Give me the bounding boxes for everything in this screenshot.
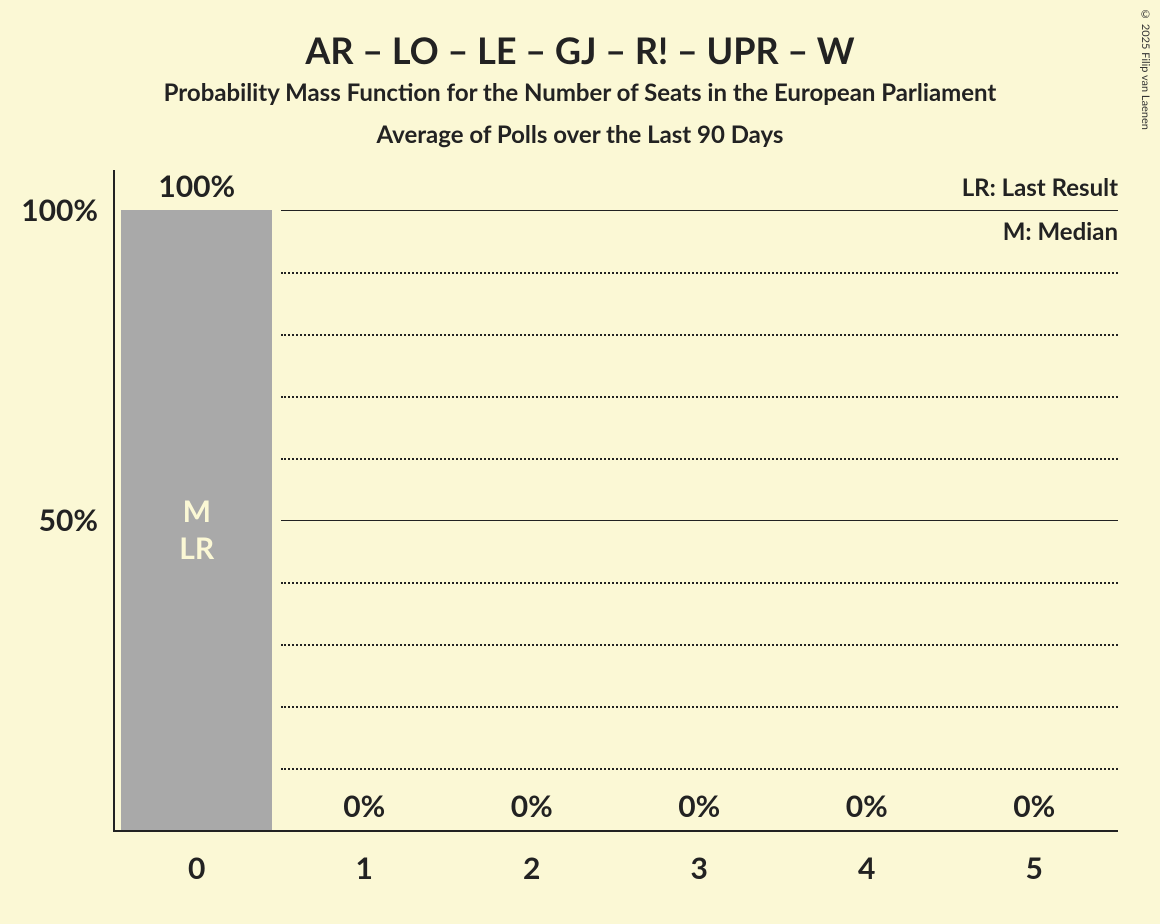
x-axis-line — [113, 830, 1118, 832]
chart-title-sub2: Average of Polls over the Last 90 Days — [0, 120, 1160, 149]
x-tick-label: 2 — [523, 850, 540, 886]
gridline-major — [281, 210, 1119, 211]
bar-value-label: 0% — [678, 788, 720, 824]
x-tick-label: 4 — [858, 850, 875, 886]
gridline-minor — [281, 706, 1119, 708]
y-axis-line — [113, 170, 115, 830]
gridline-minor — [281, 458, 1119, 460]
overlay-m: M — [183, 493, 211, 529]
y-tick-label: 50% — [39, 502, 98, 538]
gridline-minor — [281, 396, 1119, 398]
legend-item: LR: Last Result — [962, 173, 1118, 202]
bar-value-label: 0% — [1013, 788, 1055, 824]
bar-value-label: 0% — [343, 788, 385, 824]
x-tick-label: 3 — [691, 850, 708, 886]
copyright-text: © 2025 Filip van Laenen — [1139, 8, 1152, 130]
gridline-minor — [281, 272, 1119, 274]
bar-value-label: 0% — [511, 788, 553, 824]
plot-area: 100%50%100%00%10%20%30%40%5MLRLR: Last R… — [113, 210, 1118, 830]
chart-title-sub: Probability Mass Function for the Number… — [0, 78, 1160, 107]
legend-item: M: Median — [1003, 217, 1118, 246]
chart-container: AR – LO – LE – GJ – R! – UPR – W Probabi… — [0, 0, 1160, 924]
overlay-lr: LR — [179, 530, 214, 566]
gridline-minor — [281, 768, 1119, 770]
y-tick-label: 100% — [21, 192, 98, 228]
gridline-major — [281, 520, 1119, 521]
bar-value-label: 0% — [846, 788, 888, 824]
chart-title-main: AR – LO – LE – GJ – R! – UPR – W — [0, 28, 1160, 72]
x-tick-label: 1 — [356, 850, 373, 886]
gridline-minor — [281, 644, 1119, 646]
x-tick-label: 5 — [1026, 850, 1043, 886]
gridline-minor — [281, 582, 1119, 584]
bar-value-label: 100% — [158, 168, 235, 204]
x-tick-label: 0 — [188, 850, 205, 886]
gridline-minor — [281, 334, 1119, 336]
